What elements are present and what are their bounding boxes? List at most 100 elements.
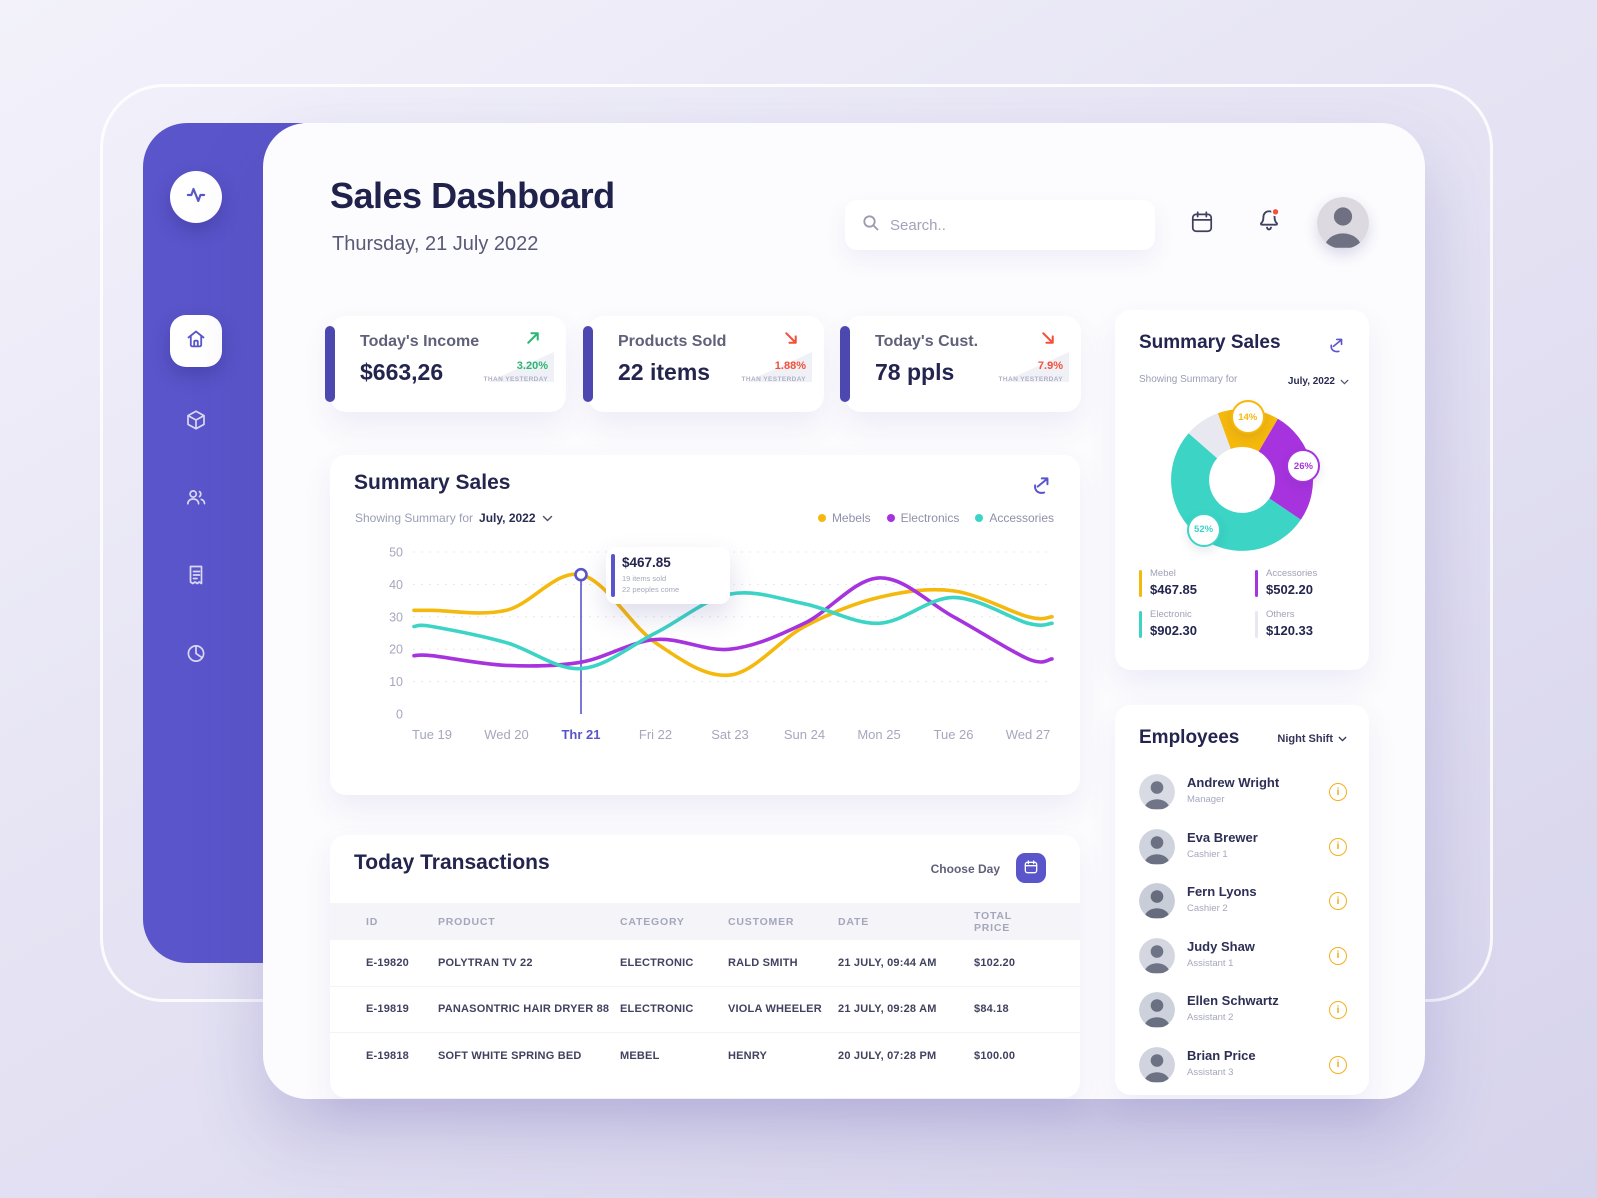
stat-change: 3.20% <box>516 360 548 372</box>
employee-name: Judy Shaw <box>1187 938 1255 954</box>
search-input[interactable] <box>890 216 1139 234</box>
table-body: E-19820 POLYTRAN TV 22 ELECTRONIC RALD SMIT… <box>330 940 1080 1080</box>
employee-name: Fern Lyons <box>1187 884 1257 899</box>
search-box <box>845 200 1155 250</box>
user-avatar[interactable] <box>1317 197 1369 249</box>
package-icon <box>184 410 208 436</box>
info-icon[interactable]: i <box>1329 783 1347 801</box>
legend-color-bar <box>1255 611 1258 638</box>
share-button[interactable] <box>1327 335 1347 355</box>
stat-card: Products Sold 22 items 1.88% THAN YESTERDAY <box>583 316 824 412</box>
employee-role: Cashier 1 <box>1187 848 1228 860</box>
employee-name: Andrew Wright <box>1187 775 1280 790</box>
table-header-cell: PRODUCT <box>438 915 496 928</box>
filter-value: July, 2022 <box>479 511 536 525</box>
svg-text:50: 50 <box>389 547 403 560</box>
legend-label: Others <box>1266 609 1295 620</box>
employee-role: Manager <box>1187 794 1225 805</box>
table-header-cell: CATEGORY <box>620 915 685 928</box>
table-cell: HENRY <box>728 1050 768 1063</box>
info-icon[interactable]: i <box>1329 837 1347 856</box>
svg-text:30: 30 <box>389 610 403 624</box>
stat-accent-bar <box>840 326 850 402</box>
summary-sales-donut-card: Summary Sales Showing Summary for July, … <box>1115 310 1369 670</box>
app-logo <box>170 171 222 223</box>
sidebar-item-orders[interactable] <box>184 563 208 587</box>
shift-label: Night Shift <box>1277 733 1333 745</box>
stat-value: $663,26 <box>360 359 444 385</box>
sidebar-item-home[interactable] <box>170 315 222 367</box>
legend-item: Accessories <box>975 511 1054 525</box>
employee-name: Brian Price <box>1187 1047 1256 1063</box>
svg-text:Tue 26: Tue 26 <box>934 727 974 742</box>
share-button[interactable] <box>1030 473 1054 497</box>
line-chart: 0 10 20 30 40 50 Tue 19 Wed 20 Thr 21 Fri 22 Sat 2… <box>389 547 1054 742</box>
employee-list-item: Eva Brewer Cashier 1 i <box>1115 820 1369 875</box>
chart-tooltip: $467.85 19 items sold 22 peoples come <box>606 547 730 604</box>
period-filter[interactable]: July, 2022 <box>1288 372 1349 390</box>
svg-text:40: 40 <box>389 578 403 592</box>
table-header-cell: TOTAL PRICE <box>974 909 1012 934</box>
chevron-down-icon <box>1338 733 1347 745</box>
donut-legend: Mebel $467.85 Accessories $502.20 Electronic… <box>1139 568 1361 638</box>
stat-label: Today's Cust. <box>875 333 979 350</box>
info-icon[interactable]: i <box>1329 1055 1347 1074</box>
sidebar-item-customers[interactable] <box>184 485 208 509</box>
stat-caption: THAN YESTERDAY <box>483 376 548 383</box>
employee-avatar <box>1139 774 1175 810</box>
table-cell: $84.18 <box>974 1003 1009 1016</box>
table-cell: E-19818 <box>366 1050 409 1063</box>
info-icon[interactable]: i <box>1329 946 1347 965</box>
legend-dot <box>886 514 895 522</box>
sidebar-item-products[interactable] <box>184 408 208 432</box>
card-title: Today Transactions <box>354 851 550 874</box>
search-icon <box>861 213 880 237</box>
calendar-icon <box>1023 859 1039 878</box>
calendar-button[interactable] <box>1187 208 1217 238</box>
notifications-button[interactable] <box>1254 206 1284 236</box>
customers-icon <box>184 490 208 513</box>
stat-accent-bar <box>583 326 593 402</box>
employee-avatar <box>1139 992 1175 1028</box>
svg-text:Mon 25: Mon 25 <box>857 727 900 742</box>
employee-list-item: Brian Price Assistant 3 i <box>1115 1038 1369 1093</box>
legend-color-bar <box>1255 570 1258 597</box>
table-cell: POLYTRAN TV 22 <box>438 956 533 969</box>
transactions-card: Today Transactions Choose Day ID PRODUCT C… <box>330 835 1080 1098</box>
filter-value: July, 2022 <box>1287 375 1335 387</box>
legend-item: Electronics <box>886 511 959 525</box>
table-row: E-19819 PANASONTRIC HAIR DRYER 88 ELECTRON… <box>330 987 1080 1033</box>
card-title: Summary Sales <box>354 471 511 494</box>
table-cell: E-19820 <box>366 956 409 969</box>
shift-filter[interactable]: Night Shift <box>1277 733 1347 745</box>
stat-label: Today's Income <box>360 333 480 350</box>
table-header-cell: DATE <box>838 915 870 928</box>
info-icon[interactable]: i <box>1329 892 1347 910</box>
svg-text:Sat 23: Sat 23 <box>711 727 749 742</box>
table-cell: 20 JULY, 07:28 PM <box>838 1050 937 1063</box>
legend-amount: $120.33 <box>1266 623 1313 638</box>
svg-text:20: 20 <box>389 643 403 657</box>
home-icon <box>184 327 208 356</box>
table-cell: VIOLA WHEELER <box>728 1003 822 1016</box>
employee-list-item: Judy Shaw Assistant 1 i <box>1115 929 1369 984</box>
employee-list-item: Fern Lyons Cashier 2 i <box>1115 874 1369 929</box>
table-cell: MEBEL <box>620 1050 660 1063</box>
period-filter[interactable]: Showing Summary for July, 2022 <box>355 509 553 527</box>
donut-legend-item: Mebel $467.85 <box>1139 568 1249 597</box>
employee-avatar <box>1139 1046 1175 1083</box>
stat-accent-bar <box>325 326 335 402</box>
choose-day-button[interactable] <box>1016 853 1046 883</box>
pulse-icon <box>183 182 209 213</box>
arrow-down-icon <box>782 329 800 347</box>
legend-amount: $502.20 <box>1266 582 1313 597</box>
info-icon[interactable]: i <box>1329 1001 1347 1019</box>
summary-sales-chart-card: Summary Sales Showing Summary for July, … <box>330 455 1080 795</box>
table-cell: ELECTRONIC <box>620 1003 694 1016</box>
sidebar-item-analytics[interactable] <box>184 641 208 665</box>
bell-icon <box>1255 207 1283 237</box>
legend-label: Accessories <box>1266 568 1318 579</box>
page-title: Sales Dashboard <box>330 175 615 216</box>
employee-avatar <box>1139 937 1175 974</box>
